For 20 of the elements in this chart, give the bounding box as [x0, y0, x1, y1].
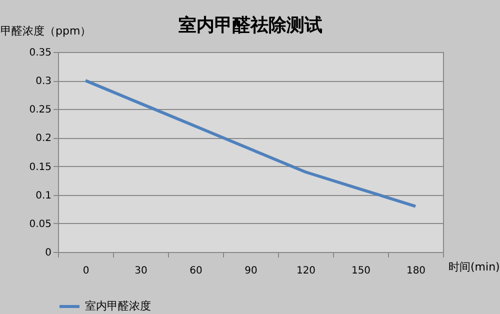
y-tick-label: 0.35 — [29, 48, 52, 58]
x-tick-label: 120 — [296, 266, 316, 276]
x-tick-label: 30 — [134, 266, 148, 276]
y-tick-label: 0.05 — [29, 218, 52, 230]
y-tick-label: 0.2 — [36, 133, 52, 144]
line-series — [84, 79, 417, 208]
y-tick-label: 0.3 — [36, 76, 52, 88]
x-tick-label: 0 — [82, 266, 90, 276]
y-tick-label: 0.25 — [29, 104, 52, 116]
legend-label: 室内甲醛浓度 — [85, 300, 151, 312]
x-tick-label: 60 — [190, 266, 202, 276]
x-tick-label: 90 — [244, 266, 258, 276]
x-tick-label: 180 — [406, 266, 426, 276]
y-tick-label: 0.15 — [29, 162, 52, 173]
x-tick-label: 150 — [351, 266, 371, 276]
y-tick-label: 0.1 — [36, 190, 52, 202]
y-tick-label: 0 — [45, 248, 52, 258]
x-axis-title: 时间(min) — [448, 260, 500, 274]
chart-title: 室内甲醛祛除测试 — [178, 15, 322, 36]
y-axis-title: 甲醛浓度（ppm） — [0, 24, 92, 38]
